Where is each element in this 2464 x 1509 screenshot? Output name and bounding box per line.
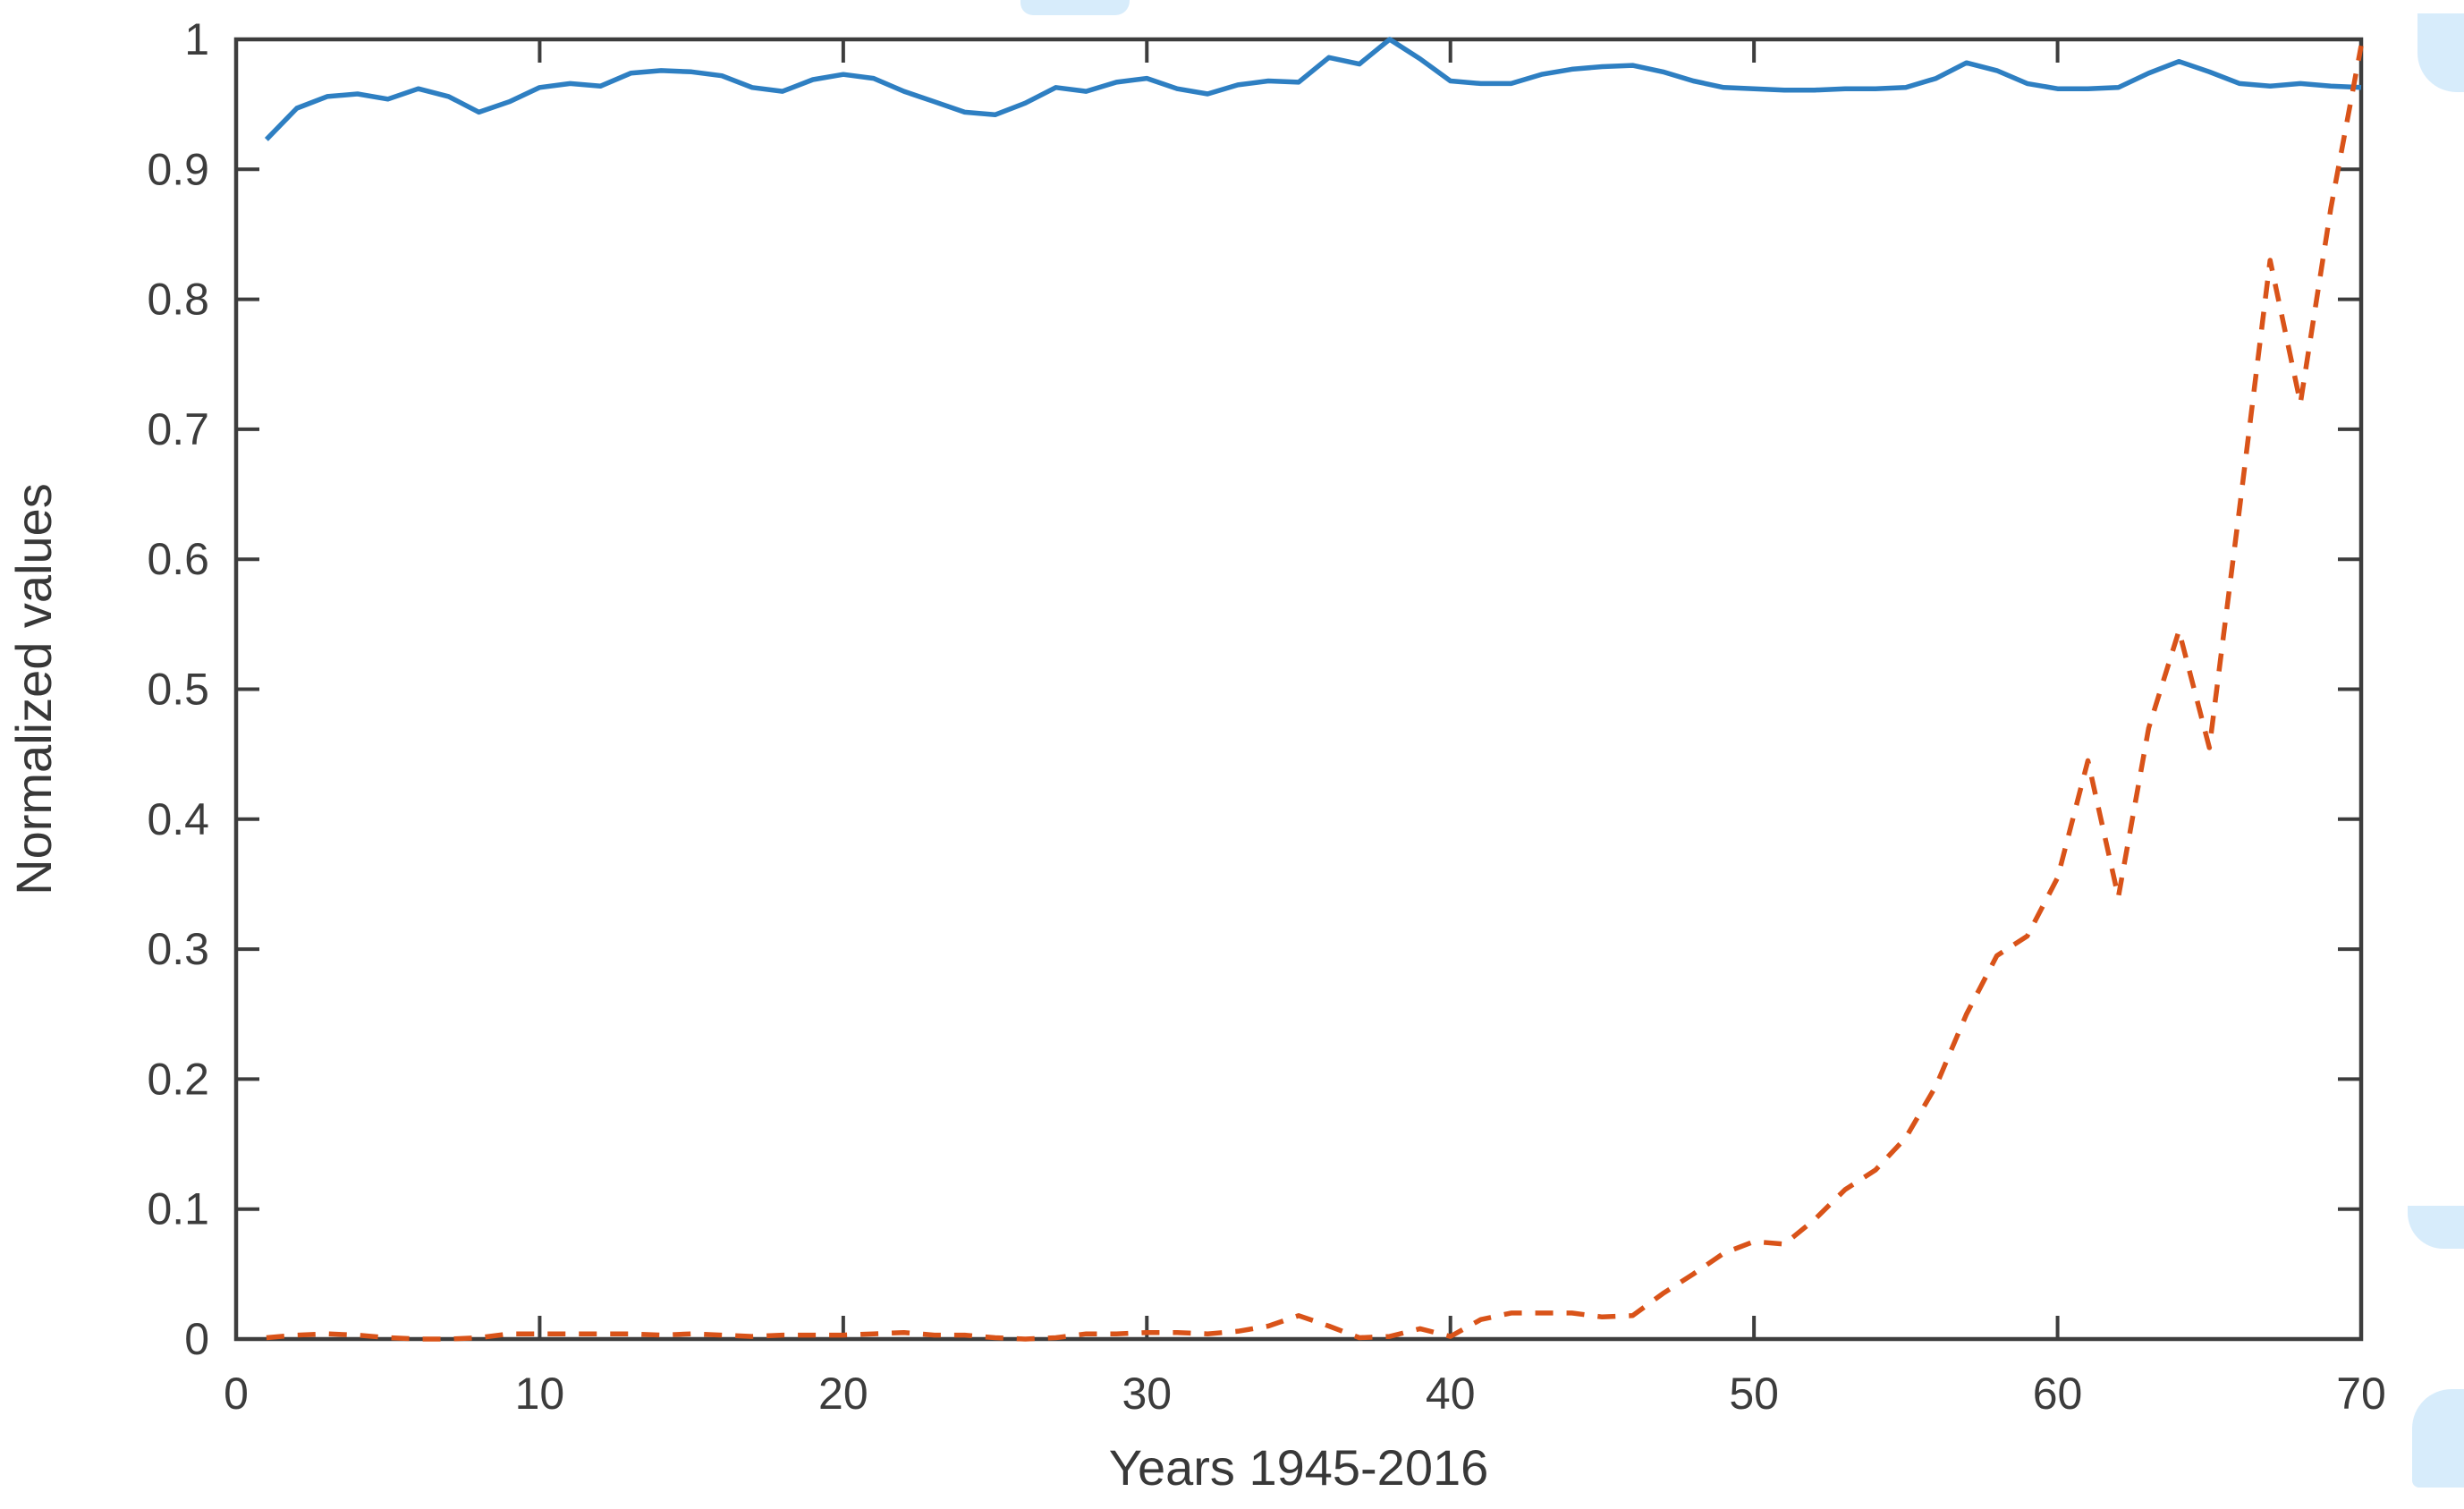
x-tick-label: 50 — [1729, 1369, 1779, 1419]
y-tick-label: 0.6 — [147, 534, 209, 584]
x-tick-label: 40 — [1426, 1369, 1476, 1419]
y-tick-label: 0.1 — [147, 1184, 209, 1234]
x-tick-label: 30 — [1122, 1369, 1172, 1419]
x-tick-label: 60 — [2033, 1369, 2083, 1419]
x-tick-label: 0 — [224, 1369, 249, 1419]
x-tick-label: 70 — [2336, 1369, 2386, 1419]
axes-box — [233, 37, 2364, 1342]
y-tick-label: 0.8 — [147, 275, 209, 325]
y-tick-label: 0.9 — [147, 144, 209, 194]
y-tick-label: 0.7 — [147, 404, 209, 454]
y-tick-label: 1 — [184, 14, 209, 64]
y-tick-label: 0 — [184, 1314, 209, 1364]
blue-line — [264, 37, 2362, 141]
x-axis-label: Years 1945-2016 — [1108, 1439, 1489, 1496]
y-tick-label: 0.4 — [147, 794, 209, 844]
y-tick-label: 0.5 — [147, 665, 209, 715]
x-tick-label: 10 — [515, 1369, 565, 1419]
y-tick-label: 0.3 — [147, 924, 209, 974]
y-tick-label: 0.2 — [147, 1054, 209, 1104]
x-tick-label: 20 — [818, 1369, 868, 1419]
red-dashed-line — [266, 45, 2364, 1342]
